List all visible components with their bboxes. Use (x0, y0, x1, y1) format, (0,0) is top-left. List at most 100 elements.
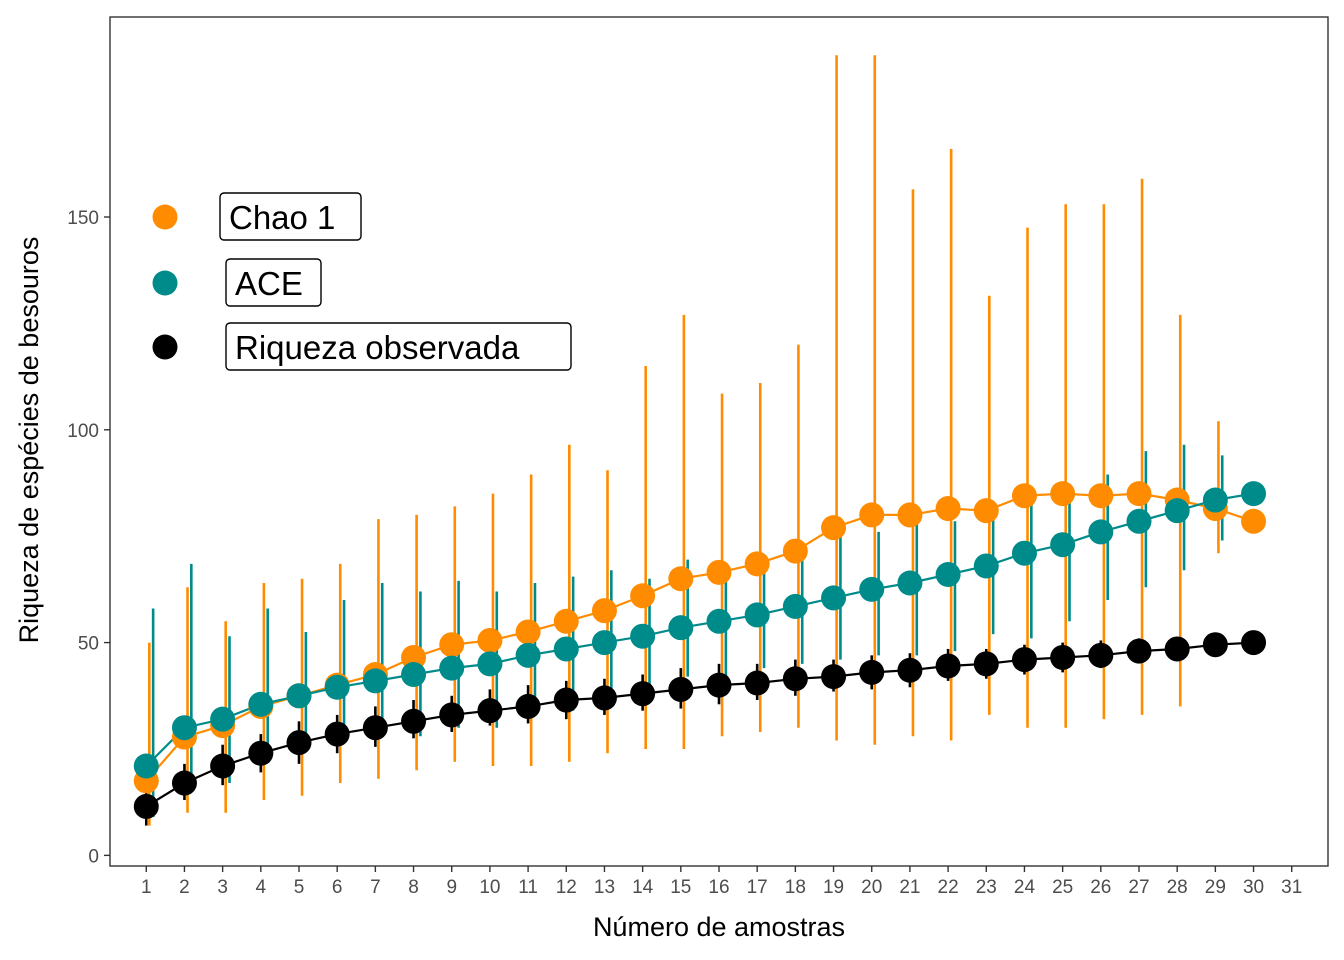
ace-point (668, 615, 694, 641)
ace-point (859, 576, 885, 602)
x-tick-label: 11 (518, 877, 538, 898)
riqueza-observada-point (706, 672, 732, 698)
x-tick-label: 27 (1128, 877, 1149, 898)
ace-point (897, 570, 923, 596)
ace-point (821, 585, 847, 611)
chao-1-legend-label: Chao 1 (229, 199, 335, 236)
riqueza-observada-point (324, 721, 350, 747)
chao-1-point (859, 502, 885, 528)
ace-point (248, 691, 274, 717)
chao-1-point (515, 619, 541, 645)
ace-point (210, 706, 236, 732)
chao-1-point (591, 598, 617, 624)
x-tick-label: 30 (1243, 877, 1264, 898)
x-tick-label: 9 (446, 877, 457, 898)
ace-point (1011, 540, 1037, 566)
ace-point (591, 630, 617, 656)
ace-point (515, 642, 541, 668)
riqueza-observada-point (210, 753, 236, 779)
chao-1-point (630, 583, 656, 609)
y-axis: 0 50 100 150 (67, 208, 110, 867)
riqueza-observada-legend-label-box (225, 322, 572, 371)
ace-point (1088, 519, 1114, 545)
riqueza-observada-point (1126, 638, 1152, 664)
chao-1-point (973, 498, 999, 524)
riqueza-observada-point (859, 659, 885, 685)
ace-legend-label-box (225, 258, 322, 307)
ace-point (401, 661, 427, 687)
riqueza-observada-legend-key (152, 334, 178, 360)
riqueza-observada-point (401, 708, 427, 734)
riqueza-observada-point (1202, 632, 1228, 658)
riqueza-observada-point (477, 698, 503, 724)
x-tick-label: 7 (370, 877, 381, 898)
x-tick-label: 24 (1014, 877, 1036, 898)
chao-1-point (935, 496, 961, 522)
chao-1-point (477, 627, 503, 653)
x-tick-label: 22 (938, 877, 959, 898)
ace-point (286, 683, 312, 709)
riqueza-observada-point (821, 664, 847, 690)
x-tick-label: 5 (294, 877, 305, 898)
x-tick-label: 6 (332, 877, 343, 898)
riqueza-observada-point (782, 666, 808, 692)
series-points-layer (133, 481, 1267, 819)
ace-point (171, 715, 197, 741)
y-axis-title: Riqueza de espécies de besouros (14, 237, 44, 644)
y-tick-label: 50 (78, 634, 99, 655)
chao-1-point (1241, 508, 1267, 534)
riqueza-observada-point (744, 670, 770, 696)
riqueza-observada-legend-label: Riqueza observada (235, 329, 520, 366)
ace-point (1164, 498, 1190, 524)
x-tick-label: 15 (670, 877, 691, 898)
ace-legend-key (152, 270, 178, 296)
x-tick-label: 28 (1167, 877, 1188, 898)
x-tick-label: 26 (1090, 877, 1111, 898)
riqueza-observada-point (362, 715, 388, 741)
ace-point (1050, 532, 1076, 558)
ace-point (782, 593, 808, 619)
ace-point (362, 668, 388, 694)
chao-1-point (439, 632, 465, 658)
x-tick-label: 19 (823, 877, 844, 898)
chao-1-legend-label-box (219, 192, 362, 241)
riqueza-observada-point (1164, 636, 1190, 662)
chao-1-point (1088, 483, 1114, 509)
ace-point (1126, 508, 1152, 534)
y-tick-label: 100 (67, 421, 99, 442)
ace-point (133, 753, 159, 779)
x-tick-label: 25 (1052, 877, 1073, 898)
riqueza-observada-point (668, 676, 694, 702)
riqueza-observada-point (553, 687, 579, 713)
x-tick-label: 3 (217, 877, 228, 898)
chao-1-point (706, 559, 732, 585)
chao-1-point (744, 551, 770, 577)
ace-point (973, 553, 999, 579)
x-tick-label: 16 (708, 877, 729, 898)
x-tick-label: 21 (899, 877, 920, 898)
riqueza-observada-point (286, 730, 312, 756)
riqueza-observada-point (133, 793, 159, 819)
x-tick-label: 29 (1205, 877, 1226, 898)
x-tick-label: 8 (408, 877, 419, 898)
x-tick-label: 13 (594, 877, 615, 898)
x-tick-label: 12 (556, 877, 577, 898)
x-tick-label: 18 (785, 877, 806, 898)
ace-point (706, 608, 732, 634)
chao-1-point (1011, 483, 1037, 509)
x-tick-label: 10 (479, 877, 500, 898)
riqueza-observada-point (1011, 647, 1037, 673)
legend: Chao 1 ACE Riqueza observada (152, 192, 572, 371)
y-tick-label: 0 (88, 846, 99, 867)
ace-point (553, 636, 579, 662)
chao-1-point (668, 566, 694, 592)
ace-point (630, 623, 656, 649)
riqueza-observada-point (630, 681, 656, 707)
riqueza-observada-point (1050, 644, 1076, 670)
chao-1-point (1126, 481, 1152, 507)
x-tick-label: 1 (141, 877, 152, 898)
y-tick-label: 150 (67, 208, 99, 229)
chao-1-legend-key (152, 204, 178, 230)
